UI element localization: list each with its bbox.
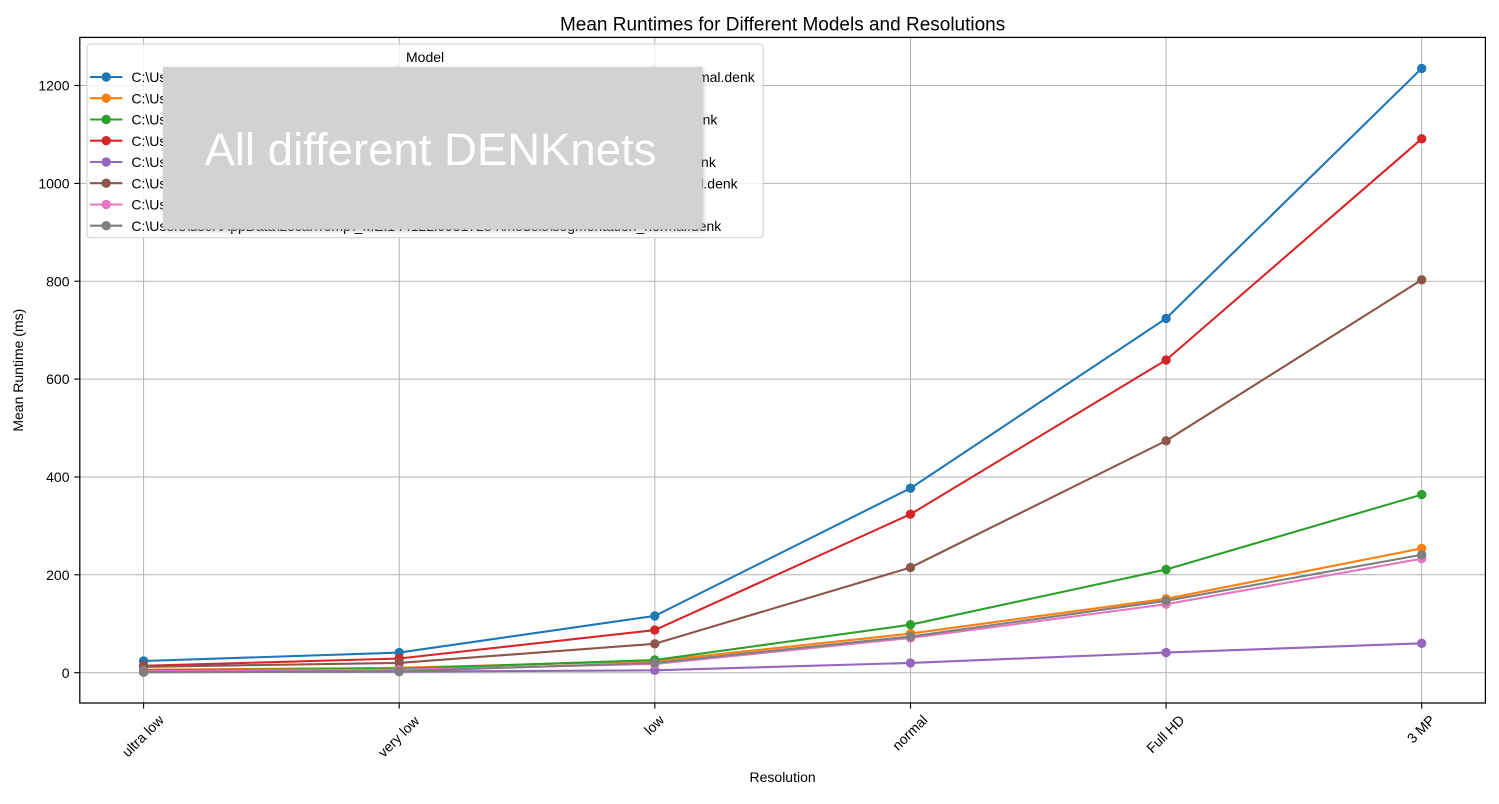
svg-text:Resolution: Resolution [750, 769, 816, 785]
svg-text:Mean Runtimes for Different Mo: Mean Runtimes for Different Models and R… [560, 15, 1005, 36]
svg-text:All different DENKnets: All different DENKnets [205, 124, 657, 175]
svg-text:1000: 1000 [38, 176, 69, 192]
svg-text:1200: 1200 [38, 78, 69, 94]
svg-text:Mean Runtime (ms): Mean Runtime (ms) [10, 309, 26, 432]
svg-text:800: 800 [46, 273, 70, 289]
svg-text:Model: Model [406, 49, 444, 65]
svg-text:200: 200 [46, 567, 70, 583]
svg-text:0: 0 [62, 665, 70, 681]
svg-text:600: 600 [46, 371, 70, 387]
svg-text:400: 400 [46, 469, 70, 485]
